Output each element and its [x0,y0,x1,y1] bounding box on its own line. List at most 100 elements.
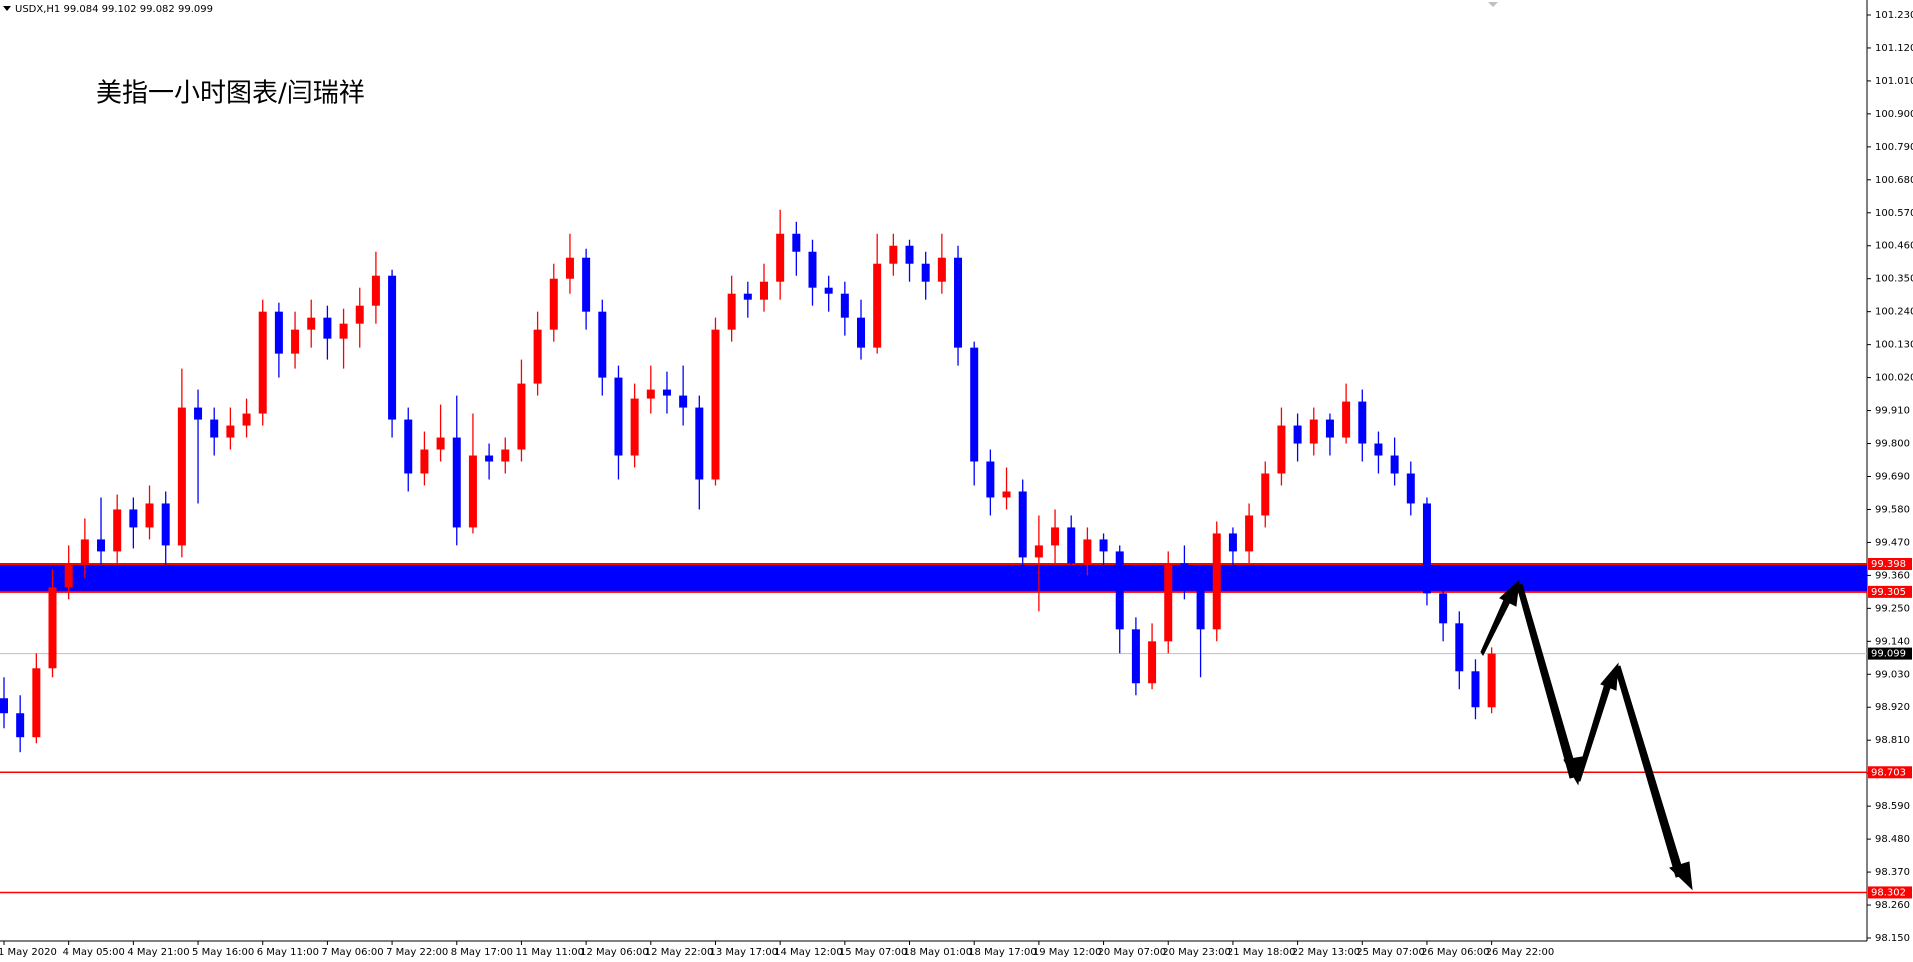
candle-body [371,275,380,306]
y-tick-label: 100.240 [1875,307,1913,318]
candle-body [937,257,946,282]
candle-body [194,407,203,420]
y-tick-label: 99.800 [1875,439,1910,450]
candle-body [1148,641,1157,684]
candle-body [291,329,300,354]
candle-body [339,323,348,339]
x-tick-label: 13 May 17:00 [709,947,778,958]
candle-body [808,251,817,288]
y-tick-label: 101.010 [1875,76,1913,87]
candle-body [1293,425,1302,444]
candle-body [1309,419,1318,444]
price-tag-label: 99.398 [1871,559,1906,570]
candle-body [646,389,655,399]
candle-body [1115,551,1124,630]
y-tick-label: 101.230 [1875,10,1913,21]
x-tick-label: 18 May 01:00 [904,947,973,958]
candle-body [1261,473,1270,516]
x-tick-label: 26 May 06:00 [1421,947,1490,958]
y-tick-label: 99.360 [1875,570,1910,581]
price-tag [1868,886,1912,899]
candle-body [113,509,122,552]
candle-body [1034,545,1043,558]
candle-body [533,329,542,384]
x-tick-label: 26 May 22:00 [1486,947,1555,958]
candle-body [1180,563,1189,582]
price-tag-label: 98.302 [1871,887,1906,898]
arrow-head [1600,662,1619,691]
x-tick-label: 4 May 21:00 [127,947,189,958]
candle-body [1002,491,1011,498]
candle-body [242,413,251,426]
chart-annotation: 美指一小时图表/闫瑞祥 [96,79,365,109]
candle-body [759,281,768,300]
candle-body [64,563,73,588]
candle-body [873,263,882,348]
shift-marker [1488,2,1498,7]
candle-body [501,449,510,462]
candle-body [824,287,833,294]
candle-body [1406,473,1415,504]
menu-triangle[interactable] [3,6,11,11]
x-tick-label: 25 May 07:00 [1356,947,1425,958]
y-tick-label: 99.030 [1875,669,1910,680]
candle-body [1212,533,1221,630]
candle-body [582,257,591,312]
candle-body [792,233,801,252]
x-tick-label: 12 May 06:00 [580,947,649,958]
candle-body [1245,515,1254,552]
candle-body [129,509,138,528]
y-tick-label: 98.590 [1875,801,1910,812]
candle-body [1277,425,1286,474]
candle-body [679,395,688,408]
candle-body [889,245,898,264]
price-tag-label: 99.099 [1871,649,1906,660]
price-tag [1868,647,1912,660]
candle-body [420,449,429,474]
y-tick-label: 99.470 [1875,537,1910,548]
forecast-arrows [1480,579,1693,891]
y-tick-label: 98.920 [1875,702,1910,713]
candle-body [1067,527,1076,564]
price-tag-label: 99.305 [1871,587,1906,598]
candle-body [161,503,170,546]
candle-body [1018,491,1027,558]
y-tick-label: 98.480 [1875,834,1910,845]
y-tick-label: 100.350 [1875,274,1913,285]
candle-body [1358,401,1367,444]
y-tick-label: 99.690 [1875,471,1910,482]
candle-body [986,461,995,498]
candle-body [776,233,785,282]
y-tick-label: 99.140 [1875,636,1910,647]
y-tick-label: 98.370 [1875,867,1910,878]
candle-body [226,425,235,438]
candle-body [857,317,866,348]
y-tick-label: 100.130 [1875,340,1913,351]
y-tick-label: 100.570 [1875,208,1913,219]
candle-body [274,311,283,354]
candle-body [565,257,574,279]
arrow-head [1669,861,1693,891]
candle-body [1131,629,1140,684]
x-tick-label: 4 May 05:00 [63,947,125,958]
x-tick-label: 22 May 13:00 [1292,947,1361,958]
candle-body [662,389,671,396]
candle-body [598,311,607,378]
candle-body [1228,533,1237,552]
y-tick-label: 100.020 [1875,373,1913,384]
x-tick-label: 5 May 16:00 [192,947,254,958]
candle-body [1099,539,1108,552]
candle-body [468,455,477,528]
candle-body [1325,419,1334,438]
x-tick-label: 7 May 06:00 [321,947,383,958]
y-tick-label: 98.810 [1875,735,1910,746]
plot [0,209,1867,894]
x-tick-label: 20 May 23:00 [1162,947,1231,958]
x-tick-label: 18 May 17:00 [968,947,1037,958]
candle-body [905,245,914,264]
candle-body [97,539,106,552]
y-tick-label: 99.580 [1875,504,1910,515]
price-tag [1868,585,1912,598]
